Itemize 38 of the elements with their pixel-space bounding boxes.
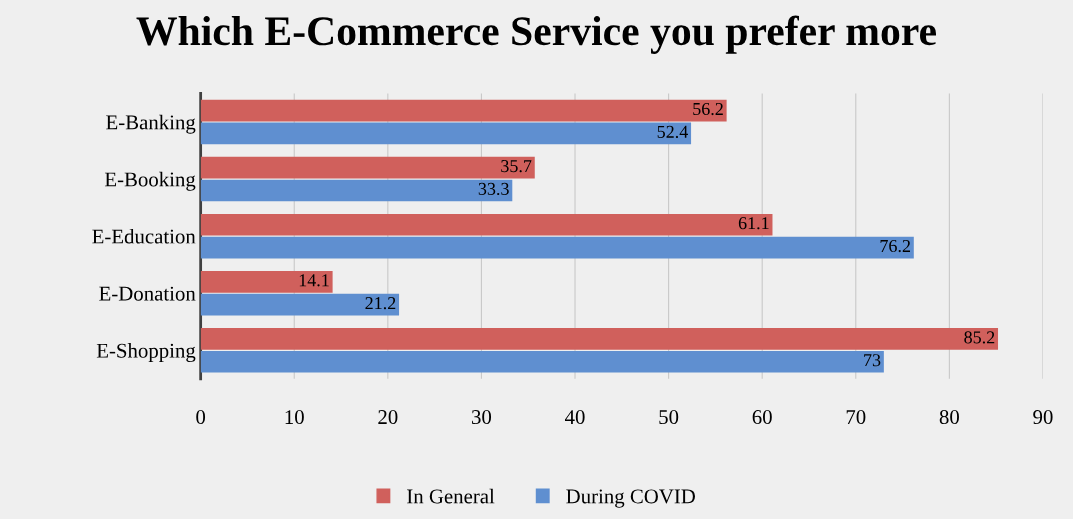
y-tick-label: E-Donation [99,286,196,301]
x-tick-label: 20 [378,410,398,425]
bar [200,350,884,373]
data-label: 14.1 [299,274,329,287]
bar [200,293,400,316]
bar [200,270,333,293]
bar [200,122,692,145]
x-tick-label: 90 [1033,410,1053,425]
data-label: 33.3 [478,182,509,196]
bar [200,179,513,202]
data-label: 76.2 [880,239,910,253]
data-label: 61.1 [738,217,769,230]
y-tick-label: E-Banking [106,114,196,134]
y-tick-label: E-Shopping [96,343,196,363]
legend-label: During COVID [566,489,696,508]
x-tick-label: 50 [659,410,679,425]
x-tick-label: 0 [196,410,206,425]
y-tick-label: E-Booking [104,171,196,191]
x-tick-label: 10 [285,410,304,425]
data-label: 21.2 [365,297,396,310]
bar [200,156,535,179]
data-label: 52.4 [657,125,688,138]
y-tick-label: E-Education [92,228,196,244]
data-label: 73 [864,354,881,367]
x-tick-label: 80 [939,410,959,425]
chart-title: Which E-Commerce Service you prefer more [136,15,936,54]
x-tick-label: 40 [565,410,585,425]
data-label: 35.7 [501,160,532,173]
x-tick-label: 60 [752,410,772,425]
bar [200,328,999,350]
bar [200,236,914,259]
x-tick-label: 70 [846,410,866,425]
data-label: 56.2 [693,102,723,116]
data-label: 85.2 [964,331,995,344]
legend-label: In General [407,488,495,504]
x-tick-label: 30 [472,410,492,425]
bar [200,213,773,236]
bar [200,99,727,122]
